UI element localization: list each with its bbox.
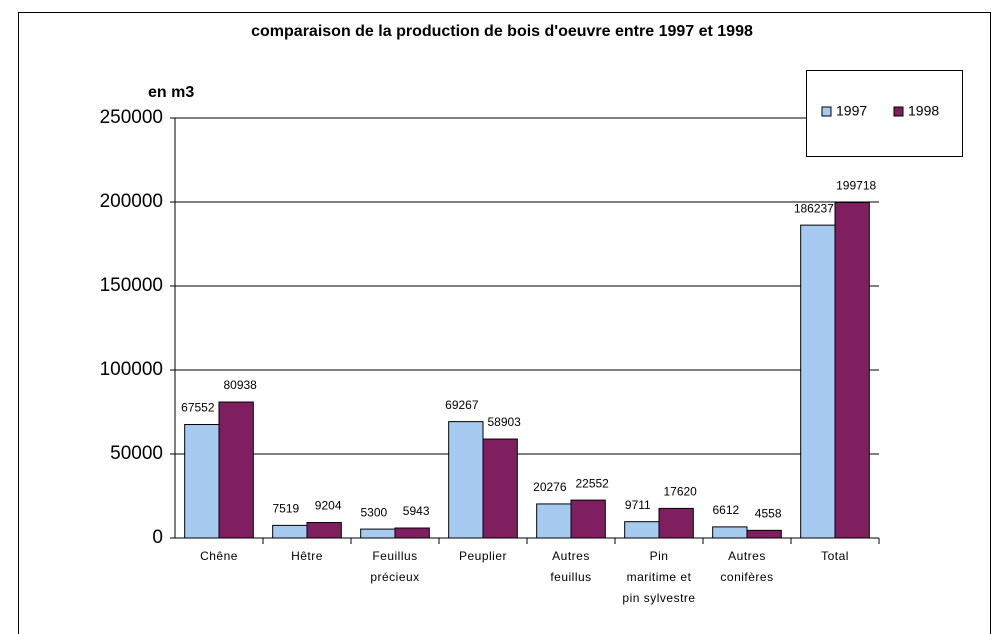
legend-label: 1998 bbox=[908, 103, 939, 119]
value-label: 20276 bbox=[533, 480, 567, 494]
x-tick-label: Pin maritime et pin sylvestre bbox=[622, 549, 696, 605]
legend-swatch bbox=[893, 106, 904, 117]
x-tick-label: Total bbox=[821, 549, 849, 563]
chart-title: comparaison de la production de bois d'o… bbox=[251, 23, 753, 40]
x-tick-label: Peuplier bbox=[458, 549, 508, 563]
y-tick-label: 250000 bbox=[100, 107, 163, 128]
bar bbox=[272, 524, 308, 539]
bar bbox=[658, 507, 694, 539]
value-label: 5300 bbox=[360, 505, 387, 519]
value-label: 67552 bbox=[181, 401, 215, 415]
value-label: 7519 bbox=[272, 502, 299, 516]
y-tick-label: 0 bbox=[152, 527, 163, 548]
legend-label: 1997 bbox=[836, 103, 867, 119]
y-tick-label: 200000 bbox=[100, 191, 163, 212]
y-tick-label: 150000 bbox=[100, 275, 163, 296]
value-label: 22552 bbox=[575, 476, 609, 490]
bar bbox=[834, 201, 870, 539]
value-label: 9204 bbox=[315, 499, 342, 513]
bar bbox=[360, 528, 396, 539]
bar bbox=[712, 526, 748, 539]
bar bbox=[800, 224, 836, 539]
x-tick-label: Autres feuillus bbox=[550, 549, 592, 584]
bar bbox=[218, 401, 254, 539]
legend-swatch bbox=[821, 106, 832, 117]
value-label: 17620 bbox=[663, 485, 697, 499]
value-label: 69267 bbox=[445, 398, 479, 412]
bar bbox=[448, 421, 484, 539]
x-tick-label: Autres conifères bbox=[720, 549, 774, 584]
x-tick-label: Chêne bbox=[200, 549, 238, 563]
y-tick-label: 100000 bbox=[100, 359, 163, 380]
bar bbox=[536, 503, 572, 539]
bar bbox=[306, 522, 342, 539]
value-label: 6612 bbox=[712, 503, 739, 517]
legend-box bbox=[806, 70, 963, 157]
value-label: 5943 bbox=[403, 504, 430, 518]
value-label: 9711 bbox=[625, 498, 651, 512]
bar bbox=[482, 438, 518, 539]
bar bbox=[184, 424, 220, 539]
x-tick-label: Hêtre bbox=[291, 549, 323, 563]
value-label: 58903 bbox=[487, 415, 521, 429]
bar bbox=[624, 521, 660, 539]
bar bbox=[394, 527, 430, 539]
value-label: 4558 bbox=[755, 507, 782, 521]
y-tick-label: 50000 bbox=[110, 443, 163, 464]
value-label: 80938 bbox=[223, 378, 257, 392]
y-axis-label: en m3 bbox=[148, 84, 194, 101]
value-label: 186237 bbox=[794, 201, 834, 215]
x-tick-label: Feuillus précieux bbox=[370, 549, 420, 584]
bar bbox=[746, 529, 782, 539]
value-label: 199718 bbox=[836, 179, 876, 193]
bar bbox=[570, 499, 606, 539]
